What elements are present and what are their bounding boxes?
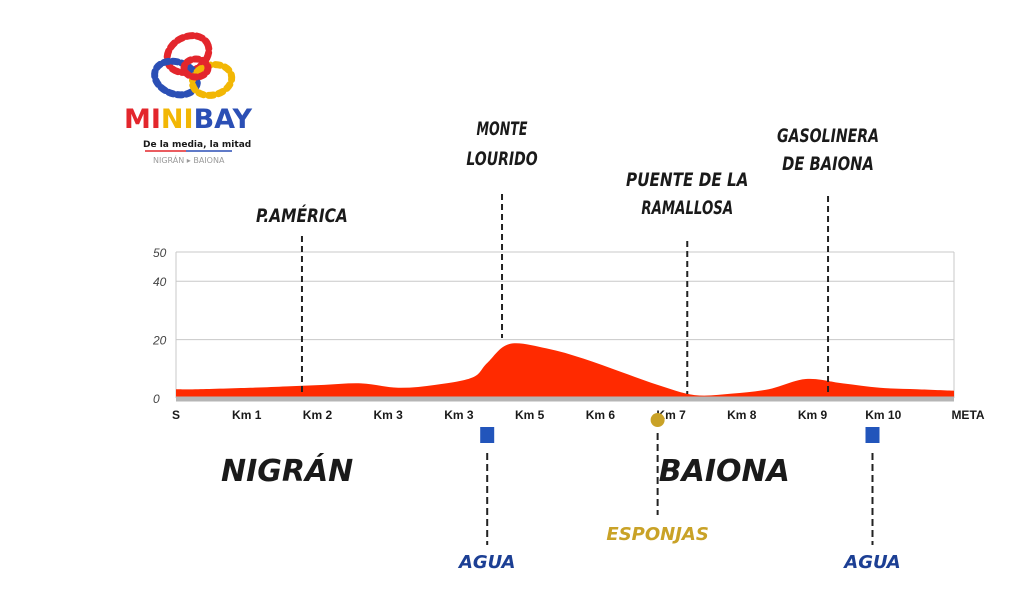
x-tick-label: Km 3	[374, 408, 404, 422]
y-tick-label: 0	[153, 392, 160, 406]
logo-tagline: De la media, la mitad	[143, 140, 252, 150]
landmark-label: MONTE	[477, 118, 528, 140]
logo-route: NIGRÁN ▸ BAIONA	[153, 156, 225, 165]
logo-part: NI	[160, 104, 194, 135]
x-tick-label: Km 8	[727, 408, 757, 422]
logo-part: BAY	[193, 104, 253, 135]
x-tick-label: S	[172, 408, 180, 422]
y-tick-label: 50	[153, 246, 167, 260]
landmark-label: GASOLINERA	[777, 125, 879, 147]
x-tick-label: Km 2	[303, 408, 333, 422]
landmark-label: RAMALLOSA	[641, 197, 733, 219]
municipality-label: BAIONA	[659, 454, 790, 489]
x-tick-label: Km 5	[515, 408, 545, 422]
y-tick-label: 20	[152, 334, 167, 348]
water-station-marker	[865, 427, 880, 443]
elevation-area	[176, 343, 954, 398]
logo-part: MI	[124, 104, 161, 135]
landmark-label: LOURIDO	[466, 148, 537, 170]
landmark-label: PUENTE DE LA	[626, 169, 748, 191]
water-station-label: AGUA	[842, 552, 900, 573]
x-tick-label: Km 9	[798, 408, 828, 422]
y-tick-label: 40	[153, 275, 167, 289]
landmark-label: DE BAIONA	[782, 153, 874, 175]
sponge-station-marker	[650, 413, 665, 427]
x-tick-label: Km 1	[232, 408, 262, 422]
x-tick-label: Km 6	[586, 408, 616, 422]
x-tick-label: META	[951, 408, 984, 422]
sponge-station-label: ESPONJAS	[606, 524, 708, 545]
water-station-label: AGUA	[457, 552, 515, 573]
water-station-marker	[480, 427, 495, 443]
x-tick-label: Km 10	[865, 408, 901, 422]
x-tick-label: Km 3	[444, 408, 474, 422]
municipality-label: NIGRÁN	[221, 453, 353, 489]
logo-wordmark: MINIBAY	[124, 104, 252, 135]
landmark-label: P.AMÉRICA	[256, 204, 348, 227]
